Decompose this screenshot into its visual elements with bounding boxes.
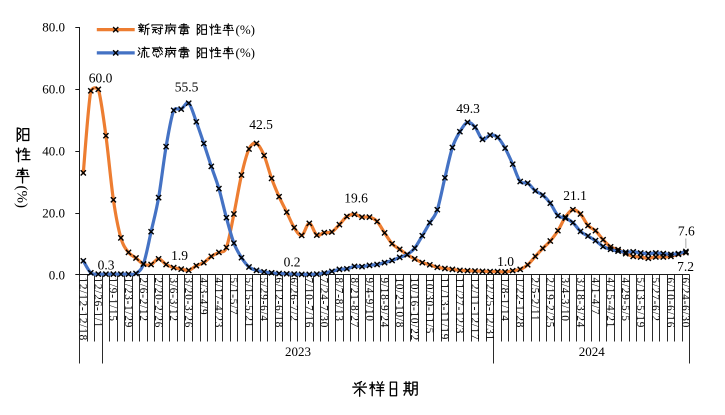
svg-text:9/18-9/24: 9/18-9/24 [378, 278, 390, 329]
svg-text:2/5-2/11: 2/5-2/11 [529, 278, 541, 322]
svg-text:10/2-10/8: 10/2-10/8 [393, 278, 405, 329]
svg-text:0.0: 0.0 [49, 267, 65, 282]
svg-text:3/4-3/10: 3/4-3/10 [559, 278, 571, 322]
svg-text:4/17-4/23: 4/17-4/23 [212, 278, 224, 329]
svg-text:3/20-3/26: 3/20-3/26 [182, 278, 194, 329]
svg-text:11/27-12/3: 11/27-12/3 [453, 278, 465, 335]
svg-text:11/13-11/19: 11/13-11/19 [438, 278, 450, 341]
svg-text:42.5: 42.5 [249, 117, 273, 132]
svg-text:60.0: 60.0 [42, 82, 65, 97]
svg-text:(%): (%) [14, 186, 30, 209]
svg-text:1/8-1/14: 1/8-1/14 [498, 278, 510, 322]
svg-text:40.0: 40.0 [42, 144, 65, 159]
svg-text:12/11-12/17: 12/11-12/17 [468, 278, 480, 341]
svg-text:19.6: 19.6 [344, 190, 368, 205]
svg-text:10/30-11/5: 10/30-11/5 [423, 278, 435, 335]
svg-text:60.0: 60.0 [89, 70, 113, 85]
svg-text:(%): (%) [236, 22, 256, 37]
svg-text:1.0: 1.0 [497, 254, 514, 269]
svg-text:6/10-6/16: 6/10-6/16 [664, 278, 676, 329]
svg-text:1/23-1/29: 1/23-1/29 [122, 278, 134, 329]
svg-text:4/29-5/5: 4/29-5/5 [619, 278, 631, 322]
svg-text:3/18-3/24: 3/18-3/24 [574, 278, 586, 329]
svg-text:6/12-6/18: 6/12-6/18 [272, 278, 284, 329]
svg-text:6/24-6/30: 6/24-6/30 [679, 278, 691, 329]
svg-text:2/20-2/26: 2/20-2/26 [152, 278, 164, 329]
svg-text:5/13-5/19: 5/13-5/19 [634, 278, 646, 329]
svg-text:5/1-5/7: 5/1-5/7 [227, 278, 239, 316]
svg-text:3/6-3/12: 3/6-3/12 [167, 278, 179, 322]
svg-text:2/19-2/25: 2/19-2/25 [544, 278, 556, 329]
svg-text:4/1-4/7: 4/1-4/7 [589, 278, 601, 316]
svg-text:2024: 2024 [579, 344, 606, 359]
svg-text:10/16-10/22: 10/16-10/22 [408, 278, 420, 342]
svg-text:7/24-7/30: 7/24-7/30 [318, 278, 330, 329]
svg-text:1.9: 1.9 [171, 248, 188, 263]
svg-text:2023: 2023 [285, 344, 311, 359]
svg-text:4/3-4/9: 4/3-4/9 [197, 278, 209, 316]
svg-text:4/15-4/21: 4/15-4/21 [604, 278, 616, 329]
svg-text:12/26-1/1: 12/26-1/1 [92, 278, 104, 329]
svg-text:12/12-12/18: 12/12-12/18 [77, 278, 89, 342]
svg-text:20.0: 20.0 [42, 205, 65, 220]
svg-text:(%): (%) [236, 45, 256, 60]
svg-text:5/29-6/4: 5/29-6/4 [257, 278, 269, 322]
svg-text:21.1: 21.1 [563, 188, 587, 203]
svg-text:8/7-8/13: 8/7-8/13 [333, 278, 345, 322]
svg-text:49.3: 49.3 [456, 101, 480, 116]
svg-text:8/21-8/27: 8/21-8/27 [348, 278, 360, 329]
svg-text:55.5: 55.5 [175, 79, 199, 94]
svg-text:6/26-7/2: 6/26-7/2 [288, 278, 300, 322]
svg-text:9/4-9/10: 9/4-9/10 [363, 278, 375, 322]
svg-text:0.3: 0.3 [98, 257, 115, 272]
svg-text:2/6-2/12: 2/6-2/12 [137, 278, 149, 322]
svg-text:80.0: 80.0 [42, 20, 65, 35]
svg-text:0.2: 0.2 [284, 254, 301, 269]
svg-text:7.6: 7.6 [678, 223, 695, 238]
svg-text:7.2: 7.2 [677, 259, 694, 274]
svg-text:1/22-1/28: 1/22-1/28 [514, 278, 526, 329]
svg-text:1/9-1/15: 1/9-1/15 [107, 278, 119, 322]
svg-text:5/15-5/21: 5/15-5/21 [242, 278, 254, 329]
svg-text:12/25-12/31: 12/25-12/31 [483, 278, 495, 342]
svg-text:5/27-6/2: 5/27-6/2 [649, 278, 661, 322]
svg-text:7/10-7/16: 7/10-7/16 [303, 278, 315, 329]
